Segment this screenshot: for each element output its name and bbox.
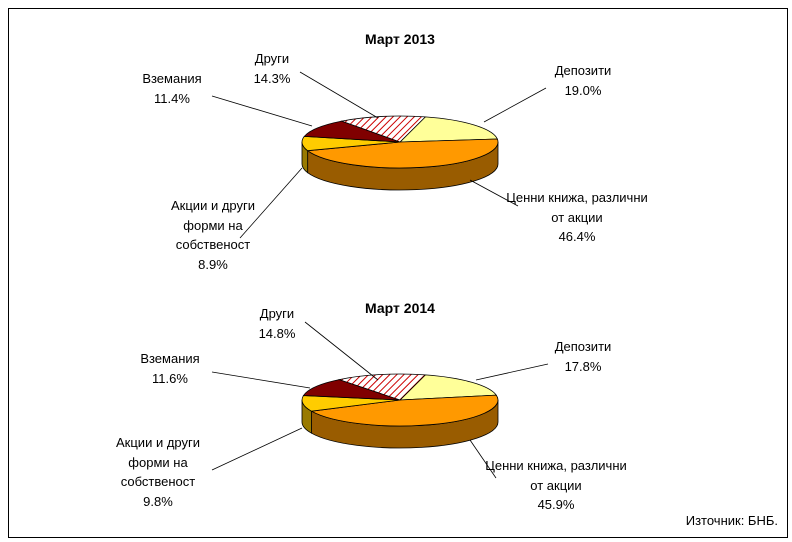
slice-value: 9.8%: [143, 494, 173, 509]
pie-slice: [340, 115, 427, 143]
leader-line: [299, 71, 379, 119]
slice-value: 46.4%: [558, 229, 596, 244]
slice-label: Други: [254, 51, 290, 66]
slice-label: Акции и други форми на собственост: [116, 435, 200, 489]
slice-value: 11.4%: [154, 91, 190, 106]
slice-label: Акции и други форми на собственост: [171, 198, 255, 252]
slice-value: 14.8%: [258, 326, 296, 341]
slice-label: Вземания: [140, 351, 200, 366]
leader-line: [475, 363, 549, 381]
leader-line: [304, 321, 379, 381]
slice-label: Вземания: [142, 71, 202, 86]
slice-label: Други: [259, 306, 295, 321]
slice-label: Депозити: [554, 63, 612, 78]
leader-line: [469, 439, 497, 479]
slice-label: Ценни книжа, различни от акции: [506, 190, 648, 225]
pie-slice: [303, 120, 401, 143]
chart-title: Март 2013: [365, 31, 435, 47]
pie-slice: [398, 374, 498, 401]
slice-value: 11.6%: [152, 371, 188, 386]
leader-line: [469, 179, 519, 207]
leader-line: [211, 427, 303, 471]
pie-slice: [398, 116, 498, 143]
pie-slice: [302, 379, 401, 401]
leader-line: [239, 167, 303, 239]
slice-value: 19.0%: [564, 83, 602, 98]
slice-label: Ценни книжа, различни от акции: [485, 458, 627, 493]
pie-slice: [310, 394, 499, 427]
slice-label: Депозити: [554, 339, 612, 354]
pie: [301, 373, 499, 449]
leader-line: [483, 87, 547, 123]
leader-line: [211, 95, 313, 127]
pie: [301, 115, 499, 191]
leader-line: [211, 371, 311, 389]
slice-value: 45.9%: [537, 497, 575, 512]
slice-value: 8.9%: [198, 257, 228, 272]
slice-value: 17.8%: [564, 359, 602, 374]
pie-slice: [337, 373, 427, 401]
slice-value: 14.3%: [253, 71, 291, 86]
source-note: Източник: БНБ.: [685, 513, 778, 528]
chart-frame: [8, 8, 788, 538]
chart-title: Март 2014: [365, 300, 435, 316]
